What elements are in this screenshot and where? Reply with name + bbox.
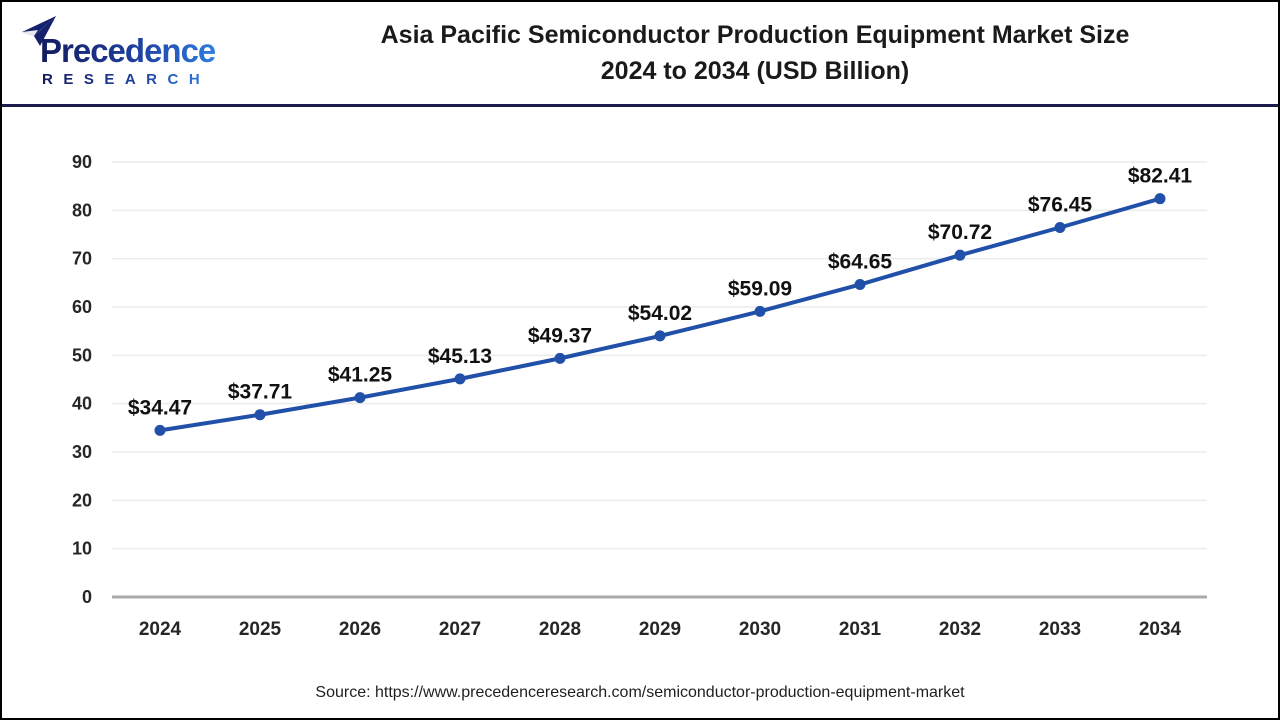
y-axis-tick-label: 20 <box>72 490 92 510</box>
chart-title-line2: 2024 to 2034 (USD Billion) <box>600 57 910 85</box>
data-point-marker <box>854 279 866 291</box>
x-axis-tick-label: 2032 <box>939 619 981 640</box>
data-point-marker <box>354 392 366 404</box>
data-point-label: $49.37 <box>528 324 592 347</box>
x-axis-tick-label: 2026 <box>339 619 381 640</box>
data-point-marker <box>254 409 266 421</box>
data-point-label: $45.13 <box>428 345 492 368</box>
x-axis-tick-label: 2025 <box>239 619 282 640</box>
data-point-label: $82.41 <box>1128 165 1193 188</box>
y-axis-tick-label: 60 <box>72 297 92 317</box>
data-point-label: $54.02 <box>628 302 692 325</box>
data-point-marker <box>654 330 666 342</box>
chart-title: Asia Pacific Semiconductor Production Eq… <box>256 17 1278 89</box>
data-point-marker <box>454 373 466 385</box>
y-axis-tick-label: 50 <box>72 345 92 365</box>
precedence-research-logo: Precedence RESEARCH <box>2 12 256 95</box>
data-point-label: $37.71 <box>228 381 293 404</box>
chart-title-line1: Asia Pacific Semiconductor Production Eq… <box>380 21 1130 49</box>
logo-wordmark: Precedence <box>40 32 216 69</box>
y-axis-tick-label: 30 <box>72 442 92 462</box>
data-point-marker <box>1154 193 1166 205</box>
x-axis-tick-label: 2034 <box>1139 619 1182 640</box>
y-axis-tick-label: 40 <box>72 394 92 414</box>
data-point-label: $70.72 <box>928 221 992 244</box>
logo-subtitle: RESEARCH <box>42 71 210 88</box>
data-point-marker <box>554 352 566 364</box>
data-point-marker <box>954 249 966 261</box>
data-point-marker <box>1054 221 1066 233</box>
x-axis-tick-label: 2027 <box>439 619 481 640</box>
x-axis-tick-label: 2028 <box>539 619 581 640</box>
logo-plane-icon <box>22 15 56 46</box>
data-point-label: $59.09 <box>728 277 792 300</box>
y-axis-tick-label: 70 <box>72 249 92 269</box>
header: Precedence RESEARCH Asia Pacific Semicon… <box>2 2 1278 107</box>
data-point-label: $34.47 <box>128 396 192 419</box>
x-axis-tick-label: 2031 <box>839 619 882 640</box>
data-point-marker <box>154 424 166 436</box>
logo-graphic: Precedence RESEARCH <box>22 15 217 88</box>
y-axis-tick-label: 90 <box>72 152 92 172</box>
data-point-label: $64.65 <box>828 251 893 274</box>
x-axis-tick-label: 2030 <box>739 619 781 640</box>
y-axis-tick-label: 10 <box>72 539 92 559</box>
x-axis-tick-label: 2024 <box>139 619 182 640</box>
x-axis-tick-label: 2033 <box>1039 619 1081 640</box>
y-axis-tick-label: 0 <box>82 587 92 607</box>
x-axis-tick-label: 2029 <box>639 619 681 640</box>
data-point-label: $76.45 <box>1028 193 1093 216</box>
y-axis-tick-label: 80 <box>72 200 92 220</box>
source-attribution: Source: https://www.precedenceresearch.c… <box>315 684 965 701</box>
data-point-label: $41.25 <box>328 364 393 387</box>
data-point-marker <box>754 305 766 317</box>
plot-area: 0 10 20 30 40 50 60 70 80 90 2024 2025 2026 2027 2028 2… <box>2 107 1278 680</box>
